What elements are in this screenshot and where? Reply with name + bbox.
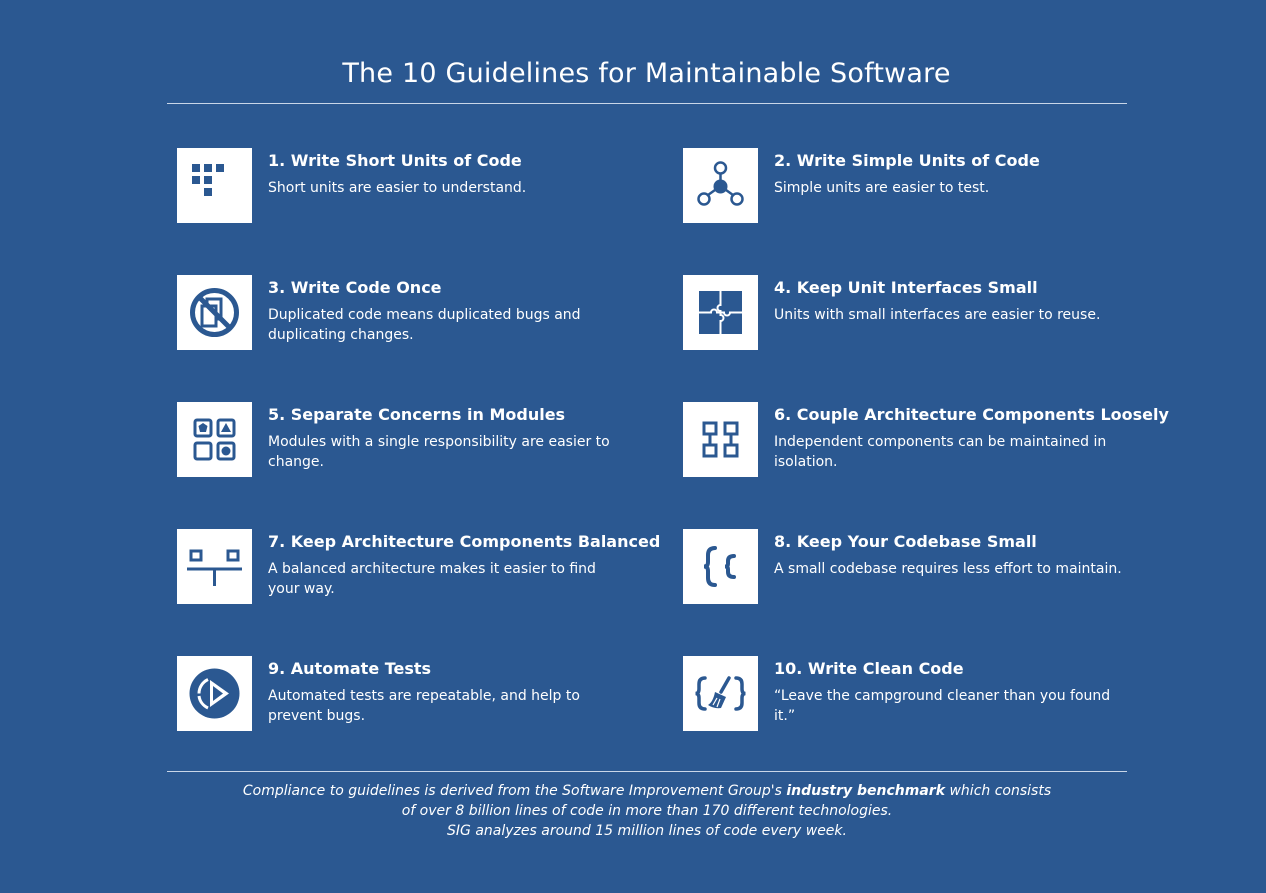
guideline-title: 6. Couple Architecture Components Loosel…	[774, 405, 1169, 424]
guideline-title: 1. Write Short Units of Code	[268, 151, 522, 170]
guideline-title: 7. Keep Architecture Components Balanced	[268, 532, 661, 551]
guideline-description: A balanced architecture makes it easier …	[268, 561, 596, 597]
guideline-title: 4. Keep Unit Interfaces Small	[774, 278, 1038, 297]
guideline-title: 5. Separate Concerns in Modules	[268, 405, 566, 424]
guideline-item-10: 10. Write Clean Code “Leave the campgrou…	[683, 656, 1143, 732]
play-cycle-icon	[177, 656, 252, 731]
bottom-divider	[167, 771, 1127, 772]
footer-line-1-end: which consists	[945, 783, 1052, 799]
guideline-item-3: 3. Write Code Once Duplicated code means…	[177, 275, 637, 351]
footer-note: Compliance to guidelines is derived from…	[0, 781, 1266, 841]
guideline-item-6: 6. Couple Architecture Components Loosel…	[683, 402, 1169, 478]
guideline-description: Duplicated code means duplicated bugs an…	[268, 307, 581, 343]
guideline-title: 8. Keep Your Codebase Small	[774, 532, 1037, 551]
guideline-description: Simple units are easier to test.	[774, 180, 990, 196]
guideline-title: 9. Automate Tests	[268, 659, 432, 678]
guideline-description: A small codebase requires less effort to…	[774, 561, 1122, 577]
braces-icon	[683, 529, 758, 604]
branching-nodes-icon	[683, 148, 758, 223]
guideline-item-7: 7. Keep Architecture Components Balanced…	[177, 529, 660, 605]
module-shapes-icon	[177, 402, 252, 477]
guideline-item-4: 4. Keep Unit Interfaces Small Units with…	[683, 275, 1143, 351]
guideline-description: Independent components can be maintained…	[774, 434, 1107, 470]
balance-icon	[177, 529, 252, 604]
broom-braces-icon	[683, 656, 758, 731]
short-units-icon	[177, 148, 252, 223]
footer-line-1: Compliance to guidelines is derived from…	[0, 781, 1266, 801]
guideline-description: Modules with a single responsibility are…	[268, 434, 610, 470]
puzzle-icon	[683, 275, 758, 350]
guideline-item-5: 5. Separate Concerns in Modules Modules …	[177, 402, 637, 478]
footer-line-3: SIG analyzes around 15 million lines of …	[447, 823, 847, 839]
page-title: The 10 Guidelines for Maintainable Softw…	[342, 58, 951, 89]
no-duplicate-icon	[177, 275, 252, 350]
guideline-description: “Leave the campground cleaner than you f…	[774, 688, 1111, 724]
guideline-description: Short units are easier to understand.	[268, 180, 527, 196]
guideline-description: Automated tests are repeatable, and help…	[268, 688, 580, 724]
guideline-item-9: 9. Automate Tests Automated tests are re…	[177, 656, 637, 732]
footer-line-1-start: Compliance to guidelines is derived from…	[242, 783, 787, 799]
guideline-title: 3. Write Code Once	[268, 278, 442, 297]
guideline-title: 10. Write Clean Code	[774, 659, 964, 678]
loose-coupling-icon	[683, 402, 758, 477]
footer-line-2: of over 8 billion lines of code in more …	[401, 803, 893, 819]
guideline-description: Units with small interfaces are easier t…	[774, 307, 1101, 323]
footer-benchmark-emphasis: industry benchmark	[786, 783, 946, 799]
guideline-item-2: 2. Write Simple Units of Code Simple uni…	[683, 148, 1143, 224]
guideline-item-8: 8. Keep Your Codebase Small A small code…	[683, 529, 1143, 605]
guideline-title: 2. Write Simple Units of Code	[774, 151, 1040, 170]
guideline-item-1: 1. Write Short Units of Code Short units…	[177, 148, 637, 224]
top-divider	[167, 103, 1127, 104]
